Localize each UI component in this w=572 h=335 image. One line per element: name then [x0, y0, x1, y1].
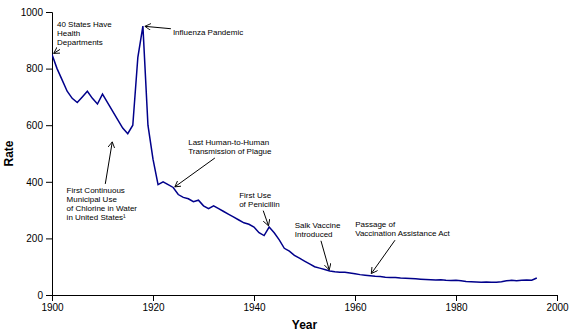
annotation-text: Last Human-to-HumanTransmission of Plagu…: [188, 138, 272, 156]
x-tick-mark: [153, 295, 154, 301]
annotations: 40 States HaveHealthDepartments Influenza…: [54, 20, 451, 273]
annotation-text: Passage ofVaccination Assistance Act: [355, 220, 450, 238]
annotation-arrow: [54, 49, 60, 53]
annotation-text: First ContinuousMunicipal Useof Chlorine…: [67, 186, 138, 222]
x-tick-label: 1960: [344, 302, 367, 313]
y-tick-label: 800: [26, 63, 43, 74]
annotation-text-line: 40 States Have: [57, 20, 112, 29]
annotation-arrow: [145, 26, 171, 28]
annotation-text-line: Influenza Pandemic: [173, 28, 243, 37]
x-tick-label: 1980: [445, 302, 468, 313]
annotation-text-line: Health: [57, 29, 80, 38]
y-tick-label: 200: [26, 233, 43, 244]
x-tick-mark: [355, 295, 356, 301]
x-tick: 1940: [243, 295, 266, 313]
y-tick: 600: [26, 120, 52, 131]
y-tick: 200: [26, 233, 52, 244]
x-axis: 1900 1920 1940 1960 1980 2000: [41, 295, 569, 313]
annotation-text: Influenza Pandemic: [173, 28, 243, 37]
annotation: First Useof Penicillin: [239, 191, 279, 226]
y-tick-mark: [46, 238, 52, 239]
y-tick-mark: [46, 69, 52, 70]
annotation-text-line: Municipal Use: [67, 195, 118, 204]
x-tick-mark: [254, 295, 255, 301]
annotation-arrow: [263, 211, 268, 226]
annotation-text-line: Vaccination Assistance Act: [355, 229, 450, 238]
chart: 1900 1920 1940 1960 1980 2000 0 200 400 600 800 100…: [0, 0, 572, 335]
y-tick-label: 600: [26, 120, 43, 131]
x-tick: 1920: [142, 295, 165, 313]
y-tick-mark: [46, 125, 52, 126]
annotation-text-line: of Penicillin: [239, 200, 279, 209]
y-tick: 400: [26, 177, 52, 188]
annotation-text-line: First Use: [239, 191, 272, 200]
annotation-text-line: in United States¹: [67, 213, 126, 222]
y-tick-label: 0: [37, 290, 43, 301]
x-tick: 1900: [41, 295, 64, 313]
annotation: 40 States HaveHealthDepartments: [54, 20, 113, 53]
y-tick-mark: [46, 295, 52, 296]
annotation-text: Salk VaccineIntroduced: [295, 221, 341, 239]
y-axis: 0 200 400 600 800 1000: [21, 7, 53, 301]
x-tick-label: 1940: [243, 302, 266, 313]
annotation-text-line: Transmission of Plague: [188, 147, 272, 156]
annotation: Salk VaccineIntroduced: [295, 221, 341, 270]
y-tick-label: 1000: [21, 7, 44, 18]
y-tick: 800: [26, 63, 52, 74]
x-tick: 1960: [344, 295, 367, 313]
x-tick-label: 1920: [142, 302, 165, 313]
annotation: Influenza Pandemic: [145, 26, 243, 36]
x-tick-label: 1900: [41, 302, 64, 313]
x-tick-mark: [456, 295, 457, 301]
x-tick-mark: [557, 295, 558, 301]
data-line: [52, 26, 537, 282]
annotation-arrow: [175, 158, 215, 187]
annotation: Passage ofVaccination Assistance Act: [355, 220, 450, 273]
annotation-text-line: Last Human-to-Human: [188, 138, 269, 147]
y-tick-label: 400: [26, 177, 43, 188]
annotation-text-line: Passage of: [355, 220, 396, 229]
y-axis-line: [46, 13, 53, 296]
y-tick: 0: [37, 290, 52, 301]
annotation-arrow: [321, 241, 329, 270]
annotation-text-line: Salk Vaccine: [295, 221, 341, 230]
plot-area: 1900 1920 1940 1960 1980 2000 0 200 400 600 800 100…: [21, 7, 569, 313]
x-axis-title: Year: [292, 318, 318, 332]
y-tick-mark: [46, 182, 52, 183]
annotation-text: 40 States HaveHealthDepartments: [57, 20, 112, 47]
annotation-text-line: First Continuous: [67, 186, 125, 195]
x-tick-label: 2000: [546, 302, 569, 313]
annotation: Last Human-to-HumanTransmission of Plagu…: [175, 138, 272, 187]
x-axis-line: [53, 296, 558, 302]
annotation-text-line: Departments: [57, 38, 103, 47]
x-tick: 1980: [445, 295, 468, 313]
annotation-text-line: of Chlorine in Water: [67, 204, 138, 213]
annotation-text-line: Introduced: [295, 230, 333, 239]
annotation: First ContinuousMunicipal Useof Chlorine…: [67, 142, 138, 222]
annotation-arrow: [371, 240, 395, 273]
y-tick: 1000: [21, 7, 52, 18]
y-tick-mark: [46, 12, 52, 13]
annotation-arrow: [105, 142, 112, 184]
marks: [52, 26, 537, 282]
x-tick: 2000: [546, 295, 569, 313]
y-axis-title: Rate: [2, 140, 16, 166]
annotation-text: First Useof Penicillin: [239, 191, 279, 209]
